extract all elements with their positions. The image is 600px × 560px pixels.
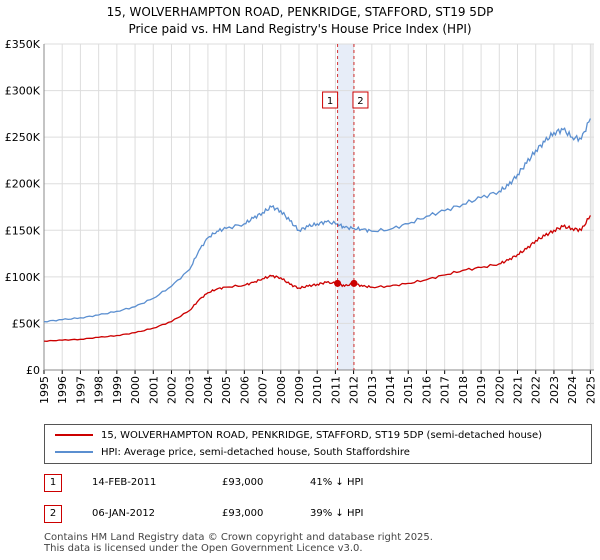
forecast-band: [590, 44, 594, 370]
x-tick-label: 2008: [275, 376, 288, 404]
sale-point: [350, 279, 358, 287]
x-tick-label: 2012: [348, 376, 361, 404]
y-tick-label: £250K: [5, 131, 41, 144]
sale-row-1: 1 14-FEB-2011 £93,000 41% ↓ HPI: [44, 474, 592, 494]
sale-hpi-2: 39% ↓ HPI: [310, 508, 364, 519]
x-tick-label: 2023: [548, 376, 561, 404]
x-tick-label: 2002: [165, 376, 178, 404]
x-tick-label: 1996: [56, 376, 69, 404]
plot-area: [44, 44, 594, 370]
y-tick-label: £150K: [5, 224, 41, 237]
sale-label-text: 2: [357, 96, 363, 107]
x-tick-label: 2018: [457, 376, 470, 404]
x-tick-label: 1998: [93, 376, 106, 404]
x-tick-label: 1995: [38, 376, 51, 404]
chart-series: [43, 118, 591, 342]
x-tick-label: 2020: [493, 376, 506, 404]
chart-title: 15, WOLVERHAMPTON ROAD, PENKRIDGE, STAFF…: [0, 4, 600, 38]
chart-legend: 15, WOLVERHAMPTON ROAD, PENKRIDGE, STAFF…: [44, 424, 592, 464]
footer-line1: Contains HM Land Registry data © Crown c…: [44, 532, 433, 543]
series-price-line: [43, 215, 591, 342]
x-tick-label: 2016: [420, 376, 433, 404]
chart-grid: [43, 43, 594, 371]
sale-badge-1: 1: [44, 474, 62, 492]
chart-axes: £0 £50K £100K £150K £200K £250K £300K £350K 1995…: [5, 38, 598, 404]
sale-bands: [44, 44, 594, 370]
x-tick-label: 2014: [384, 376, 397, 404]
y-tick-label: £100K: [5, 271, 41, 284]
y-tick-label: £200K: [5, 178, 41, 191]
footer-line2: This data is licensed under the Open Gov…: [44, 543, 363, 554]
x-tick-label: 2013: [366, 376, 379, 404]
sale-badge-2: 2: [44, 505, 62, 523]
x-tick-label: 2019: [475, 376, 488, 404]
y-tick-label: £50K: [12, 317, 41, 330]
sale-label-text: 1: [327, 96, 333, 107]
x-tick-label: 2011: [329, 376, 342, 404]
legend-label-hpi: HPI: Average price, semi-detached house,…: [101, 447, 410, 458]
sale-date-2: 06-JAN-2012: [92, 508, 156, 519]
x-tick-label: 2009: [293, 376, 306, 404]
legend-item-price: 15, WOLVERHAMPTON ROAD, PENKRIDGE, STAFF…: [55, 428, 542, 444]
legend-swatch-hpi: [55, 451, 93, 453]
sale-row-2: 2 06-JAN-2012 £93,000 39% ↓ HPI: [44, 505, 592, 525]
sale-point: [334, 279, 342, 287]
sale-date-1: 14-FEB-2011: [92, 477, 157, 488]
sale-hpi-1: 41% ↓ HPI: [310, 477, 364, 488]
x-tick-label: 2017: [439, 376, 452, 404]
sale-label-box: [322, 91, 339, 109]
legend-swatch-price: [55, 434, 93, 436]
price-chart: £0 £50K £100K £150K £200K £250K £300K £350K 1995…: [5, 38, 598, 404]
series-hpi-line: [43, 118, 591, 323]
x-tick-label: 2000: [129, 376, 142, 404]
legend-label-price: 15, WOLVERHAMPTON ROAD, PENKRIDGE, STAFF…: [101, 430, 543, 441]
y-tick-label: £300K: [5, 85, 41, 98]
sale-label-box: [352, 91, 369, 109]
x-tick-label: 1997: [74, 376, 87, 404]
x-tick-label: 2024: [566, 376, 579, 404]
x-tick-label: 2003: [184, 376, 197, 404]
sale-price-2: £93,000: [222, 508, 264, 519]
sale-price-1: £93,000: [222, 477, 264, 488]
x-tick-label: 2007: [257, 376, 270, 404]
footer-attribution: Contains HM Land Registry data © Crown c…: [44, 532, 433, 554]
y-tick-label: £0: [26, 364, 40, 377]
x-tick-label: 2006: [238, 376, 251, 404]
chart-title-line1: 15, WOLVERHAMPTON ROAD, PENKRIDGE, STAFF…: [106, 5, 494, 19]
legend-item-hpi: HPI: Average price, semi-detached house,…: [55, 445, 410, 461]
y-tick-label: £350K: [5, 38, 41, 51]
x-tick-label: 2022: [530, 376, 543, 404]
x-tick-label: 2010: [311, 376, 324, 404]
x-tick-label: 2004: [202, 376, 215, 404]
x-tick-label: 2025: [584, 376, 597, 404]
x-tick-label: 1999: [111, 376, 124, 404]
x-tick-label: 2005: [220, 376, 233, 404]
x-tick-label: 2021: [512, 376, 525, 404]
chart-title-line2: Price paid vs. HM Land Registry's House …: [128, 22, 472, 36]
sale-period-band: [337, 44, 354, 370]
x-tick-label: 2015: [402, 376, 415, 404]
x-tick-label: 2001: [147, 376, 160, 404]
